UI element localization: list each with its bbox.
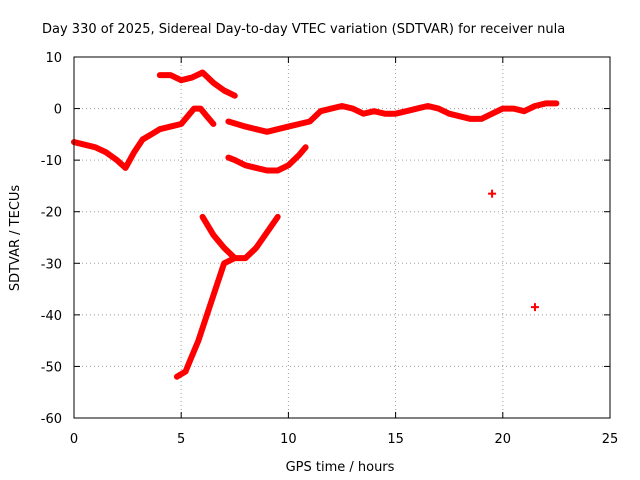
x-tick-label: 10 bbox=[280, 432, 297, 447]
x-tick-label: 15 bbox=[387, 432, 404, 447]
y-tick-label: -50 bbox=[41, 360, 62, 375]
series-trace-b bbox=[156, 69, 238, 99]
y-tick-label: -10 bbox=[41, 154, 62, 169]
y-tick-label: -40 bbox=[41, 309, 62, 324]
isolated-points bbox=[488, 189, 539, 312]
y-axis-label: SDTVAR / TECUs bbox=[8, 185, 23, 292]
data-point bbox=[488, 189, 497, 198]
series-trace-f bbox=[173, 255, 238, 380]
y-tick-label: -30 bbox=[41, 257, 62, 272]
x-axis-label: GPS time / hours bbox=[286, 460, 395, 475]
x-axis-ticks: 0 5 10 15 20 25 bbox=[70, 57, 618, 447]
plot-frame bbox=[73, 56, 611, 419]
series-trace-c bbox=[225, 100, 560, 135]
chart-title: Day 330 of 2025, Sidereal Day-to-day VTE… bbox=[42, 22, 565, 37]
y-tick-label: -20 bbox=[41, 206, 62, 221]
y-tick-label: 10 bbox=[45, 51, 62, 66]
data-traces bbox=[71, 69, 560, 380]
data-point bbox=[530, 303, 539, 312]
x-tick-label: 0 bbox=[70, 432, 78, 447]
y-tick-label: -60 bbox=[41, 412, 62, 427]
y-tick-label: 0 bbox=[54, 103, 62, 118]
series-trace-d bbox=[225, 144, 309, 174]
series-trace-a bbox=[71, 105, 217, 171]
x-tick-label: 5 bbox=[177, 432, 185, 447]
x-tick-label: 20 bbox=[495, 432, 512, 447]
series-trace-e bbox=[199, 213, 281, 262]
y-axis-ticks: 10 0 -10 -20 -30 -40 -50 -60 bbox=[41, 51, 610, 427]
x-tick-label: 25 bbox=[602, 432, 619, 447]
